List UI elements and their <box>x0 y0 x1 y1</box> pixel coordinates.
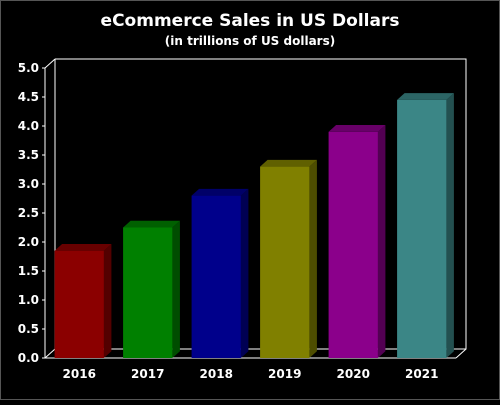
frame-connector <box>44 348 56 359</box>
x-tick-label: 2017 <box>131 367 164 381</box>
bar-2017 <box>123 220 180 358</box>
bar-front <box>191 195 241 358</box>
bar-2019 <box>260 159 317 358</box>
y-tick-label: 4.5 <box>18 90 39 104</box>
frame-connector <box>455 348 467 359</box>
bar-2018 <box>191 188 249 358</box>
x-axis: 2016 2017 2018 2019 2020 2021 <box>63 367 439 381</box>
y-tick-label: 2.0 <box>18 235 39 249</box>
bar-side <box>309 159 317 358</box>
bar-side <box>377 125 386 358</box>
bar-top <box>54 243 112 251</box>
bar-front <box>328 131 378 358</box>
y-tick-label: 2.5 <box>18 206 39 220</box>
bar-2021 <box>397 93 454 359</box>
frame-connector <box>44 58 56 69</box>
y-tick-label: 5.0 <box>18 61 39 75</box>
y-tick-label: 3.0 <box>18 177 39 191</box>
y-tick-label: 0.5 <box>18 322 39 336</box>
bar-front <box>123 227 173 358</box>
bar-top <box>397 93 454 100</box>
y-tick-label: 4.0 <box>18 119 39 133</box>
y-tick-label: 1.5 <box>18 264 39 278</box>
bar-top <box>260 159 317 167</box>
x-tick-label: 2020 <box>337 367 370 381</box>
y-tick-label: 0.0 <box>18 351 39 365</box>
bar-2020 <box>328 125 386 358</box>
bar-side <box>103 243 112 358</box>
y-tick-label: 3.5 <box>18 148 39 162</box>
bar-top <box>191 188 249 196</box>
y-tick-label: 1.0 <box>18 293 39 307</box>
x-tick-label: 2021 <box>405 367 438 381</box>
y-axis: 0.0 0.5 1.0 1.5 2.0 2.5 3.0 3.5 4.0 4.5 5.0 <box>18 61 45 365</box>
bar-front <box>397 99 447 359</box>
bar-side <box>446 93 454 359</box>
chart-title: eCommerce Sales in US Dollars <box>101 11 400 31</box>
x-tick-label: 2018 <box>200 367 233 381</box>
bars <box>54 93 454 359</box>
bar-2016 <box>54 243 112 358</box>
bar-front <box>54 250 104 358</box>
x-tick-label: 2016 <box>63 367 96 381</box>
chart-subtitle: (in trillions of US dollars) <box>165 34 335 48</box>
bar-side <box>240 188 249 358</box>
bar-top <box>123 220 180 228</box>
x-tick-label: 2019 <box>268 367 301 381</box>
bar-front <box>260 166 310 358</box>
bar-side <box>172 220 180 358</box>
bar-top <box>328 125 386 132</box>
